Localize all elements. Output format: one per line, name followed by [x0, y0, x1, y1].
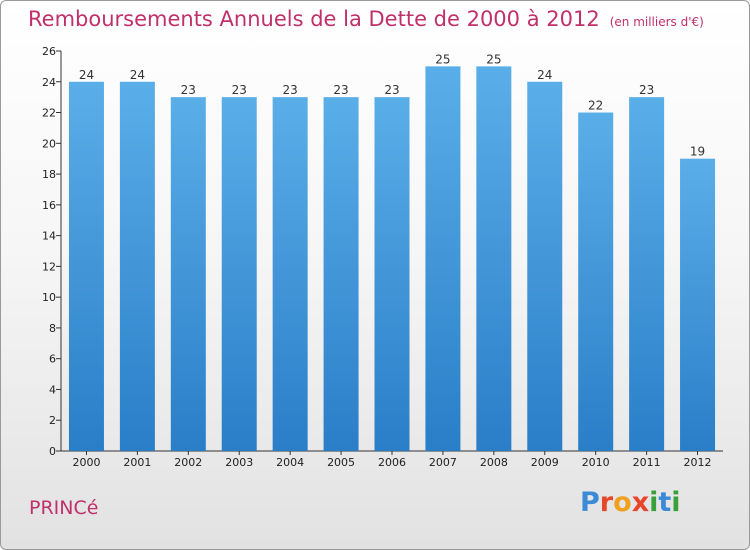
data-label: 24 — [130, 68, 145, 82]
proxiti-logo: Proxiti — [580, 487, 681, 518]
bar — [272, 97, 308, 452]
bar — [68, 81, 104, 452]
data-label: 19 — [690, 145, 705, 159]
logo-letter: P — [580, 487, 600, 518]
logo-letter: t — [658, 487, 672, 518]
y-tick-label: 22 — [42, 107, 56, 120]
logo-letter: i — [649, 487, 659, 518]
y-tick-label: 20 — [42, 137, 56, 150]
chart-title: Remboursements Annuels de la Dette de 20… — [28, 7, 704, 31]
data-label: 23 — [639, 83, 654, 97]
bar — [578, 112, 614, 452]
x-tick-label: 2012 — [684, 456, 712, 469]
data-label: 23 — [232, 83, 247, 97]
city-name: PRINCé — [29, 497, 99, 519]
x-tick-label: 2010 — [582, 456, 610, 469]
bar — [170, 97, 206, 452]
x-tick-label: 2008 — [480, 456, 508, 469]
logo-letter: x — [631, 487, 650, 518]
y-tick-label: 0 — [49, 445, 56, 458]
data-label: 24 — [79, 68, 94, 82]
data-label: 25 — [486, 52, 501, 66]
x-tick-label: 2009 — [531, 456, 559, 469]
bar — [680, 158, 716, 451]
data-label: 24 — [537, 68, 552, 82]
y-tick-label: 6 — [49, 353, 56, 366]
x-tick-label: 2000 — [72, 456, 100, 469]
data-label: 22 — [588, 99, 603, 113]
y-tick-label: 4 — [49, 383, 56, 396]
y-tick-label: 10 — [42, 291, 56, 304]
bar — [119, 81, 155, 452]
title-unit: (en milliers d'€) — [609, 15, 704, 29]
y-tick-label: 24 — [42, 76, 56, 89]
logo-letter: i — [671, 487, 681, 518]
x-tick-label: 2007 — [429, 456, 457, 469]
data-label: 25 — [435, 52, 450, 66]
data-label: 23 — [181, 83, 196, 97]
bar — [629, 97, 665, 452]
y-tick-label: 2 — [49, 414, 56, 427]
y-tick-label: 12 — [42, 260, 56, 273]
x-tick-label: 2011 — [633, 456, 661, 469]
logo-letter: r — [599, 487, 614, 518]
bar — [425, 66, 461, 451]
bar — [374, 97, 410, 452]
bar — [527, 81, 563, 452]
x-tick-label: 2006 — [378, 456, 406, 469]
x-tick-label: 2004 — [276, 456, 304, 469]
y-tick-label: 8 — [49, 322, 56, 335]
data-label: 23 — [283, 83, 298, 97]
bar — [221, 97, 257, 452]
data-label: 23 — [333, 83, 348, 97]
y-tick-label: 26 — [42, 45, 56, 58]
title-text: Remboursements Annuels de la Dette de 20… — [28, 7, 600, 31]
x-tick-label: 2003 — [225, 456, 253, 469]
bar — [323, 97, 359, 452]
x-tick-label: 2005 — [327, 456, 355, 469]
y-tick-label: 16 — [42, 199, 56, 212]
y-tick-label: 18 — [42, 168, 56, 181]
y-tick-label: 14 — [42, 230, 56, 243]
logo-letter: o — [613, 487, 632, 518]
x-tick-label: 2002 — [174, 456, 202, 469]
x-tick-label: 2001 — [123, 456, 151, 469]
bar — [476, 66, 512, 451]
data-label: 23 — [384, 83, 399, 97]
